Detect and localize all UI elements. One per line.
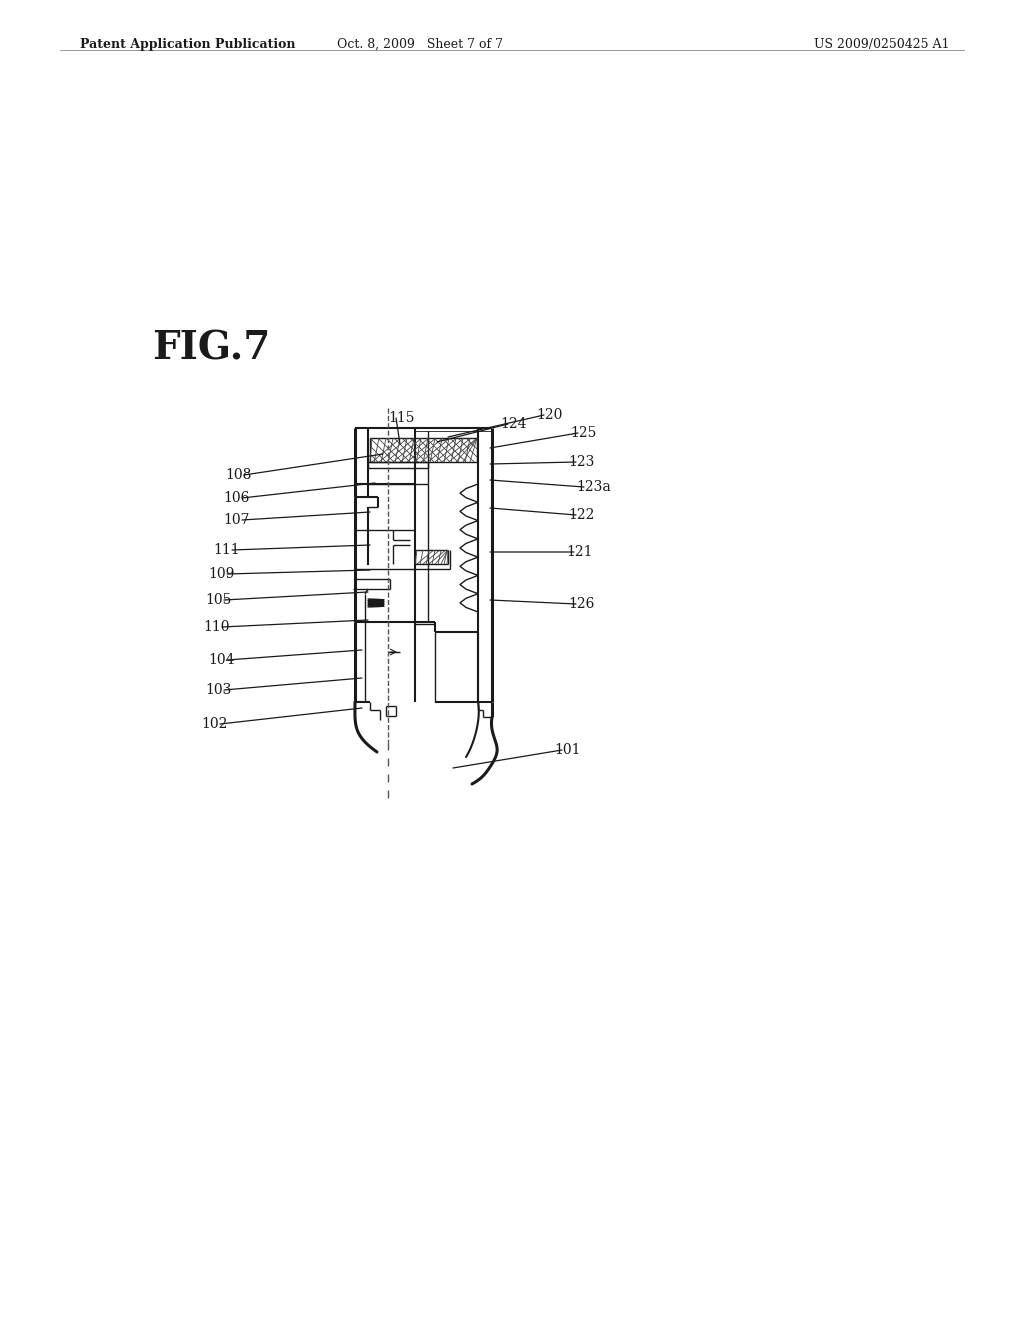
Text: 115: 115 (388, 411, 415, 425)
Text: 111: 111 (213, 543, 240, 557)
Text: 108: 108 (225, 469, 252, 482)
Text: 120: 120 (536, 408, 562, 422)
Text: US 2009/0250425 A1: US 2009/0250425 A1 (814, 38, 950, 51)
Text: Patent Application Publication: Patent Application Publication (80, 38, 296, 51)
Text: FIG.7: FIG.7 (152, 330, 270, 368)
Text: 109: 109 (209, 568, 234, 581)
Text: 102: 102 (202, 717, 228, 731)
Text: 124: 124 (500, 417, 526, 432)
Text: Oct. 8, 2009   Sheet 7 of 7: Oct. 8, 2009 Sheet 7 of 7 (337, 38, 503, 51)
Text: 121: 121 (566, 545, 593, 558)
Text: 122: 122 (568, 508, 594, 521)
Text: 101: 101 (554, 743, 581, 756)
Text: 123a: 123a (575, 480, 610, 494)
Text: 110: 110 (204, 620, 230, 634)
Text: 126: 126 (568, 597, 594, 611)
Text: 125: 125 (570, 426, 596, 440)
Text: 107: 107 (223, 513, 250, 527)
Text: 105: 105 (206, 593, 232, 607)
Text: 106: 106 (223, 491, 250, 506)
Text: 104: 104 (209, 653, 234, 667)
Text: 103: 103 (206, 682, 232, 697)
Text: 123: 123 (568, 455, 594, 469)
